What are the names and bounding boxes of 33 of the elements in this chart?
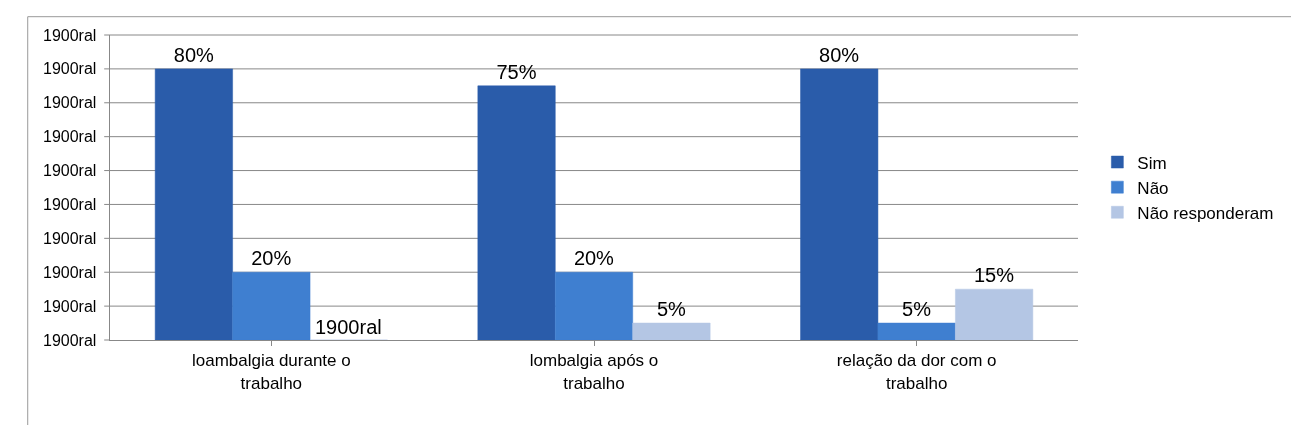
text: 1900ral [43,94,97,111]
bar [632,322,711,340]
bar [232,271,311,340]
text: 1900ral [43,298,97,315]
text: 1900ral [43,230,97,247]
bar [800,68,879,340]
x-tick-label: relação da dor com o trabalho [836,351,997,393]
text: 1900ral [43,128,97,145]
data-label: 75% [496,60,537,83]
text: 1900ral [43,162,97,179]
bar [555,271,633,340]
data-label: 20% [573,247,615,270]
data-label: 5% [656,298,686,321]
data-label: 15% [973,264,1015,287]
x-tick-label: lombalgia após o trabalho [529,351,659,393]
bar [877,322,956,340]
text: 1900ral [43,27,97,44]
data-label: 5% [902,298,932,321]
data-label: 80% [819,43,860,66]
data-label: 80% [173,43,215,66]
text: 1900ral [43,332,97,349]
bar [477,85,556,340]
legend-label: Não responderam [1137,203,1274,223]
annotation: 1900ral [315,316,382,338]
text: 1900ral [43,264,97,281]
bar [154,68,233,340]
legend-label: Sim [1137,153,1167,173]
data-label: 20% [251,247,292,270]
text: 1900ral [43,60,97,77]
bar [955,288,1034,340]
text: 1900ral [43,196,97,213]
x-tick-label: loambalgia durante o trabalho [191,351,351,393]
legend-label: Não [1137,178,1169,198]
